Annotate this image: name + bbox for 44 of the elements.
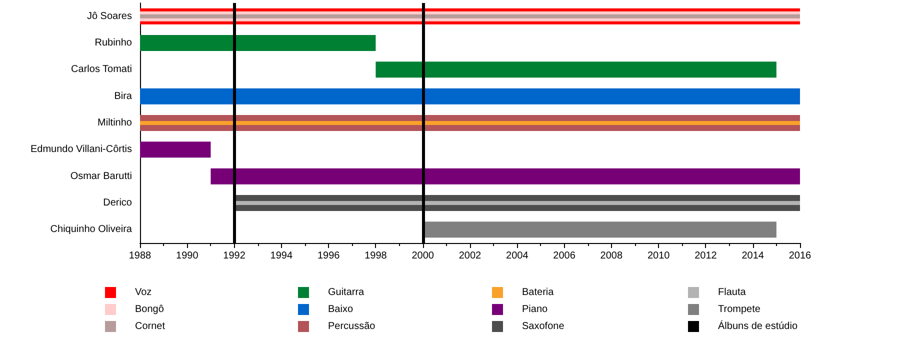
x-tick-label: 2010 <box>647 250 670 262</box>
bar <box>140 35 376 51</box>
legend-label: Flauta <box>718 287 746 298</box>
x-tick-label: 2016 <box>788 250 812 262</box>
legend-label: Cornet <box>135 321 166 332</box>
y-tick-label: Derico <box>103 198 132 208</box>
x-tick-label: 2012 <box>694 250 718 262</box>
y-tick-label: Osmar Barutti <box>70 170 132 182</box>
y-tick-label: Miltinho <box>98 118 132 128</box>
x-tick-label: 2000 <box>412 250 434 262</box>
bar <box>140 142 211 158</box>
y-tick-label: Bira <box>114 90 132 102</box>
legend-label: Percussão <box>328 321 376 332</box>
x-tick-label: 2004 <box>506 250 529 262</box>
bar <box>234 201 800 205</box>
legend-label: Saxofone <box>522 321 565 332</box>
y-tick-label: Jô Soares <box>86 10 132 22</box>
y-tick-label: Chiquinho Oliveira <box>50 224 132 236</box>
legend-label: Guitarra <box>328 287 365 298</box>
bar <box>140 88 800 104</box>
legend-label: Bateria <box>522 287 554 298</box>
y-tick-label: Edmundo Villani-Côrtis <box>30 144 132 156</box>
x-tick-label: 1992 <box>223 250 246 262</box>
bar <box>140 121 800 125</box>
x-tick-label: 1996 <box>317 250 340 262</box>
bar <box>376 62 776 78</box>
x-tick-label: 2006 <box>553 250 576 262</box>
x-tick-label: 1994 <box>270 250 293 262</box>
bar <box>140 14 800 18</box>
x-tick-label: 1998 <box>364 250 388 262</box>
x-tick-label: 1988 <box>128 250 152 262</box>
legend-label: Baixo <box>328 304 354 315</box>
legend-label: Trompete <box>718 304 761 315</box>
bar <box>210 168 800 184</box>
y-tick-label: Rubinho <box>94 38 132 48</box>
x-tick-label: 1990 <box>176 250 199 262</box>
legend-label: Voz <box>135 287 152 298</box>
legend-label: Álbuns de estúdio <box>718 320 798 332</box>
x-tick-label: 2014 <box>742 250 764 262</box>
legend-label: Piano <box>522 304 548 315</box>
x-tick-label: 2008 <box>600 250 623 262</box>
legend-label: Bongô <box>135 304 164 315</box>
y-tick-label: Carlos Tomati <box>71 64 132 76</box>
x-tick-label: 2002 <box>458 250 482 262</box>
